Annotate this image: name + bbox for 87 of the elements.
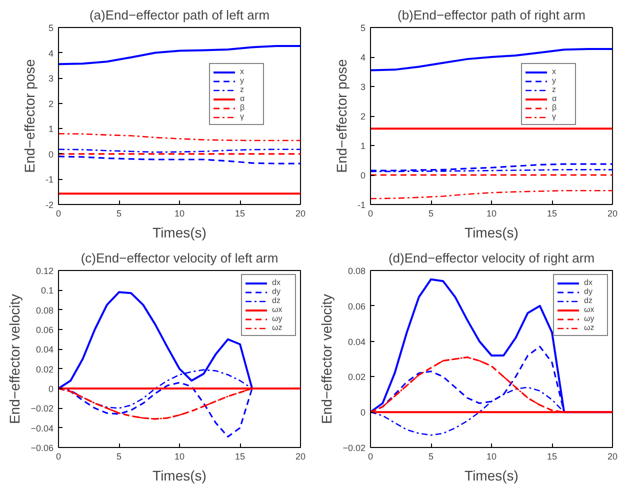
legend-label: dy	[584, 287, 594, 296]
y-tick-label: 0.06	[348, 301, 366, 312]
x-axis-title: Times(s)	[464, 224, 518, 240]
y-tick-label: 5	[48, 23, 54, 33]
legend-label: ωx	[272, 305, 284, 314]
x-tick-label: 20	[607, 452, 618, 462]
x-tick-label: 20	[607, 208, 618, 218]
y-tick-label: 3	[360, 82, 366, 92]
legend-label: ωy	[584, 314, 596, 323]
y-tick-label: 0.04	[36, 344, 54, 355]
legend-label: y	[240, 76, 245, 85]
legend-label: dz	[272, 296, 282, 305]
x-tick-label: 0	[56, 208, 62, 218]
y-tick-label: 5	[360, 23, 366, 33]
chart-title: (d)End−effector velocity of right arm	[388, 250, 595, 266]
y-tick-label: 0.02	[348, 372, 366, 382]
y-tick-label: 0.08	[348, 266, 366, 276]
y-tick-label: 2	[48, 98, 54, 109]
x-tick-label: 0	[56, 452, 62, 462]
x-tick-label: 10	[174, 452, 185, 462]
legend-label: z	[552, 85, 557, 94]
y-tick-label: 0	[360, 408, 366, 418]
legend-label: dx	[272, 278, 282, 287]
x-tick-label: 15	[546, 208, 558, 218]
legend-label: ωx	[584, 305, 596, 314]
y-tick-label: 0.04	[348, 336, 366, 347]
x-tick-label: 15	[546, 452, 558, 462]
y-tick-label: 0.12	[36, 266, 54, 276]
x-tick-label: 0	[368, 208, 374, 218]
chart-title: (b)End−effector path of right arm	[398, 8, 586, 22]
y-axis-title: End−effector pose	[334, 58, 350, 173]
y-tick-label: 0.1	[40, 286, 54, 296]
x-axis-title: Times(s)	[152, 468, 206, 484]
x-tick-label: 20	[295, 208, 306, 218]
x-tick-label: 20	[295, 452, 306, 462]
legend-label: γ	[240, 112, 245, 121]
chart-title: (c)End−effector velocity of left arm	[80, 250, 278, 266]
x-tick-label: 5	[428, 208, 434, 218]
x-tick-label: 10	[174, 208, 185, 218]
y-axis-title: End−effector pose	[22, 58, 38, 173]
legend-label: ωz	[272, 323, 284, 332]
legend-label: ωy	[272, 314, 284, 323]
x-axis-title: Times(s)	[464, 468, 518, 484]
x-tick-label: 15	[234, 208, 246, 218]
x-tick-label: 5	[116, 208, 122, 218]
y-tick-label: -2	[46, 200, 54, 210]
x-tick-label: 10	[486, 452, 497, 462]
y-tick-label: 4	[48, 48, 54, 58]
x-tick-label: 5	[428, 452, 434, 462]
y-tick-label: 0.02	[36, 364, 54, 374]
chart-title: (a)End−effector path of left arm	[89, 8, 270, 22]
y-tick-label: 3	[48, 74, 54, 84]
y-tick-label: -1	[46, 174, 54, 185]
legend-label: dz	[584, 296, 594, 305]
y-tick-label: 0	[48, 384, 54, 394]
y-axis-title: End−effector velocity	[6, 294, 23, 424]
legend-label: dx	[584, 278, 594, 287]
y-tick-label: −0.06	[30, 443, 54, 453]
y-tick-label: −0.02	[30, 404, 54, 414]
legend-label: γ	[552, 112, 557, 121]
x-tick-label: 15	[234, 452, 246, 462]
y-tick-label: 2	[360, 112, 366, 122]
y-tick-label: 4	[360, 52, 366, 62]
y-tick-label: 0.08	[36, 305, 54, 316]
y-tick-label: 0	[48, 149, 54, 160]
y-tick-label: 1	[360, 141, 366, 151]
y-tick-label: -1	[358, 200, 366, 210]
legend-label: z	[240, 85, 245, 94]
x-tick-label: 5	[116, 452, 122, 462]
y-tick-label: 0.06	[36, 325, 54, 335]
y-axis-title: End−effector velocity	[318, 294, 335, 424]
y-tick-label: −0.04	[30, 423, 54, 434]
y-tick-label: −0.02	[342, 443, 366, 453]
legend-label: α	[552, 94, 558, 103]
legend-label: x	[552, 67, 557, 76]
x-tick-label: 10	[486, 208, 497, 218]
legend-label: x	[240, 67, 245, 76]
legend-label: β	[552, 103, 558, 112]
x-tick-label: 0	[368, 452, 374, 462]
legend-label: α	[240, 94, 246, 103]
x-axis-title: Times(s)	[152, 224, 206, 240]
legend-label: dy	[272, 287, 282, 296]
y-tick-label: 1	[48, 124, 54, 134]
y-tick-label: 0	[360, 170, 366, 180]
legend-label: ωz	[584, 323, 596, 332]
legend-label: β	[240, 103, 246, 112]
legend-label: y	[552, 76, 557, 85]
